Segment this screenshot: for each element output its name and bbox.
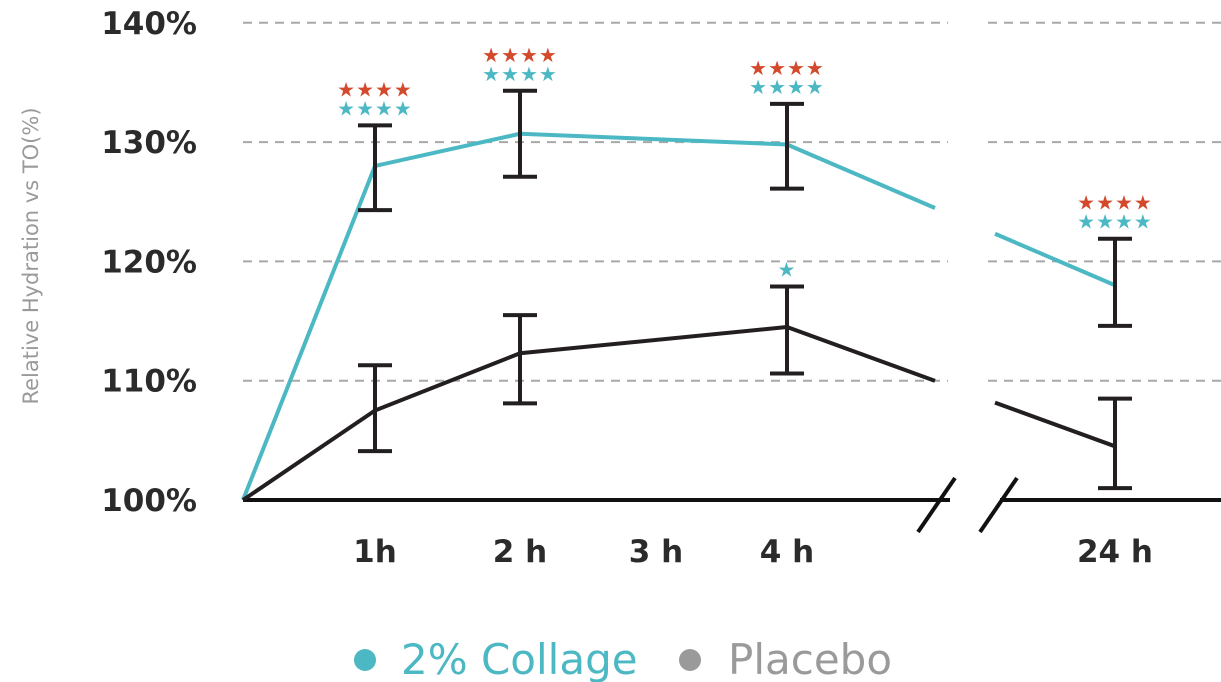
significance-stars-row: ★★★★ [482, 43, 558, 67]
y-tick-label: 130% [101, 125, 197, 161]
legend-label: 2% Collage [401, 635, 638, 682]
y-tick-labels: 100% 110% 120% 130% 140% [101, 6, 197, 519]
error-bar [358, 123, 392, 213]
x-tick-labels: 1h 2 h 3 h 4 h 24 h [353, 534, 1153, 570]
y-tick-label: 140% [101, 6, 197, 42]
significance-stars-row: ★★★★ [1077, 210, 1153, 234]
error-bar [1098, 396, 1132, 491]
x-tick-label: 1h [353, 534, 397, 570]
significance-stars-row: ★★★★ [482, 62, 558, 86]
significance-stars-row: ★★★★ [749, 75, 825, 99]
error-bar [358, 363, 392, 454]
series-line-placebo-left [241, 325, 936, 502]
error-bar [770, 284, 804, 376]
y-tick-label: 110% [101, 364, 197, 400]
y-axis-label: Relative Hydration vs TO(%) [19, 107, 43, 404]
x-tick-label: 24 h [1077, 534, 1153, 570]
significance-stars-row: ★ [778, 257, 797, 281]
significance-stars-row: ★★★★ [1077, 191, 1153, 215]
x-tick-label: 4 h [760, 534, 814, 570]
error-bar [770, 101, 804, 191]
error-bar [503, 313, 537, 406]
axis-break-mark-left [916, 476, 957, 534]
error-bars [358, 88, 1132, 491]
error-bar [1098, 236, 1132, 328]
legend-label: Placebo [728, 635, 892, 682]
legend: 2% Collage Placebo [354, 635, 892, 682]
axes [243, 476, 1221, 534]
significance-stars-row: ★★★★ [749, 56, 825, 80]
y-tick-label: 100% [101, 483, 197, 519]
series-line-collage-right [994, 231, 1116, 288]
significance-stars-row: ★★★★ [337, 96, 413, 120]
x-tick-label: 3 h [629, 534, 683, 570]
series-line-collage-left [241, 131, 936, 501]
axis-break-mark-right [978, 476, 1019, 534]
legend-item: Placebo [679, 635, 892, 682]
legend-dot-icon [354, 649, 376, 671]
y-tick-label: 120% [101, 244, 197, 280]
series-line-placebo-right [994, 400, 1116, 449]
grid-lines [243, 21, 1221, 382]
legend-item: 2% Collage [354, 635, 638, 682]
legend-dot-icon [679, 649, 701, 671]
significance-stars: ★★★★★★★★★★★★★★★★ ★★★★★★★★★★★★★★★★★ [337, 43, 1153, 282]
x-tick-label: 2 h [493, 534, 547, 570]
error-bar [503, 88, 537, 179]
significance-stars-row: ★★★★ [337, 77, 413, 101]
